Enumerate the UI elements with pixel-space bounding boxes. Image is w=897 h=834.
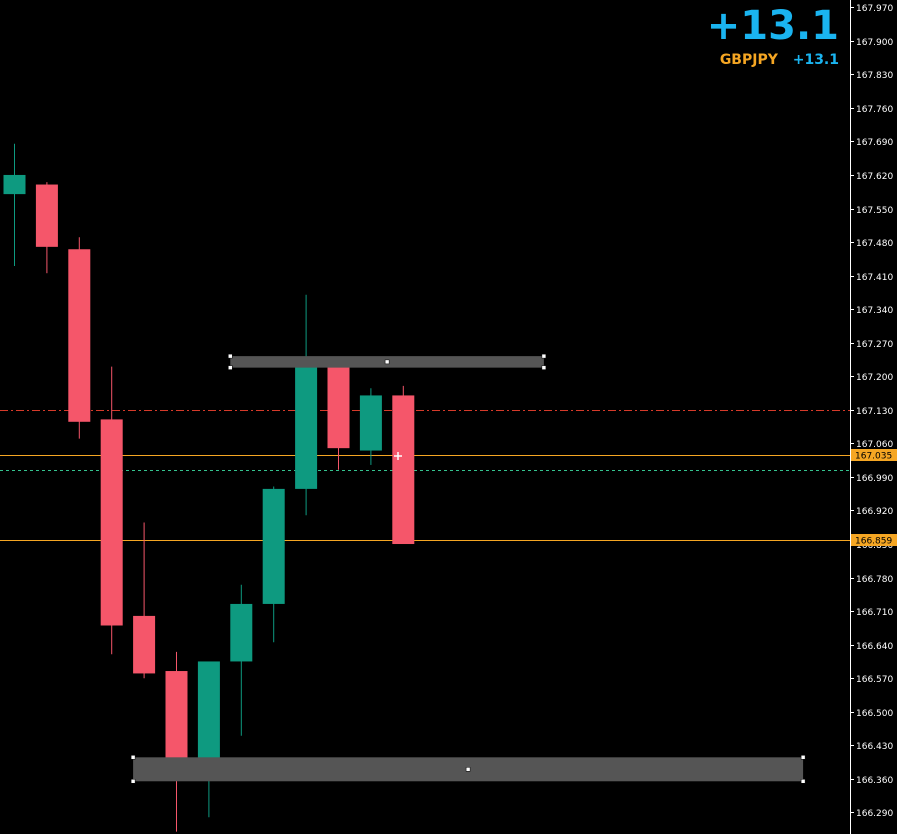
tick-label-4: 167.690: [856, 138, 893, 148]
zone-handle-0-2[interactable]: [228, 365, 233, 370]
tick-label-10: 167.270: [856, 340, 893, 350]
price-axis[interactable]: [850, 0, 897, 834]
zone-handle-0-4[interactable]: [384, 359, 390, 365]
candle-body-6[interactable]: [197, 661, 220, 765]
candle-body-3[interactable]: [100, 419, 123, 626]
zone-handle-0-3[interactable]: [541, 365, 547, 370]
candle-body-7[interactable]: [230, 603, 253, 662]
symbol-pnl-row: GBPJPY +13.1: [720, 52, 839, 68]
zone-handle-0-1[interactable]: [541, 353, 547, 359]
candle-body-12[interactable]: [392, 395, 415, 545]
candle-body-9[interactable]: [295, 366, 318, 489]
tick-label-21: 166.500: [856, 709, 893, 719]
tick-label-20: 166.570: [856, 675, 893, 685]
tick-label-19: 166.640: [856, 642, 893, 652]
cursor-icon: [394, 452, 402, 460]
candle-body-0[interactable]: [3, 174, 26, 195]
tick-label-2: 167.830: [856, 71, 893, 81]
tick-label-15: 166.920: [856, 507, 893, 517]
tick-label-1: 167.900: [856, 38, 893, 48]
tick-label-22: 166.430: [856, 742, 893, 752]
candle-body-1[interactable]: [35, 184, 58, 247]
tick-label-17: 166.780: [856, 575, 893, 585]
zone-handle-1-3[interactable]: [800, 779, 806, 784]
zone-handle-0-0[interactable]: [228, 353, 233, 359]
price-marker-1[interactable]: [851, 449, 897, 461]
tick-label-11: 167.200: [856, 373, 893, 383]
tick-label-0: 167.970: [856, 4, 893, 14]
candle-body-2[interactable]: [68, 249, 91, 422]
tick-label-14: 166.990: [856, 474, 893, 484]
tick-label-9: 167.340: [856, 306, 893, 316]
symbol-label: GBPJPY: [719, 52, 778, 68]
tick-label-23: 166.360: [856, 776, 893, 786]
symbol-pnl-value: +13.1: [792, 52, 839, 68]
candle-body-5[interactable]: [165, 671, 188, 765]
price-marker-label-3: 166.859: [855, 537, 892, 547]
pnl-display: +13.1: [706, 3, 839, 49]
tick-label-5: 167.620: [856, 172, 893, 182]
tick-label-7: 167.480: [856, 239, 893, 249]
price-marker-label-1: 167.035: [855, 452, 892, 462]
tick-label-3: 167.760: [856, 105, 893, 115]
candle-body-11[interactable]: [359, 395, 382, 451]
price-marker-3[interactable]: [851, 534, 897, 546]
candle-body-4[interactable]: [133, 615, 156, 674]
zone-handle-1-2[interactable]: [130, 779, 136, 784]
tick-label-13: 167.060: [856, 440, 893, 450]
zone-handle-1-0[interactable]: [130, 755, 136, 760]
tick-label-18: 166.710: [856, 608, 893, 618]
zone-handle-1-1[interactable]: [800, 755, 806, 760]
candle-body-8[interactable]: [262, 488, 285, 604]
tick-label-24: 166.290: [856, 809, 893, 819]
zone-handle-1-4[interactable]: [465, 767, 471, 772]
candle-body-10[interactable]: [327, 366, 350, 449]
tick-label-6: 167.550: [856, 206, 893, 216]
tick-label-12: 167.130: [856, 407, 893, 417]
tick-label-8: 167.410: [856, 273, 893, 283]
